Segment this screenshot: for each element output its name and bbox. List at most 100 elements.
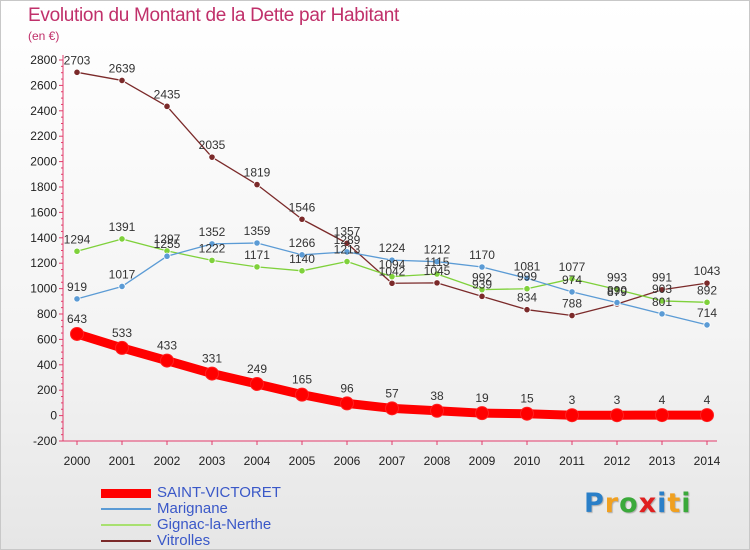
data-point xyxy=(703,298,711,306)
data-label: 834 xyxy=(517,291,537,305)
data-point xyxy=(520,406,534,421)
data-point xyxy=(658,310,666,318)
chart-title: Evolution du Montant de la Dette par Hab… xyxy=(28,5,399,26)
data-label: 1297 xyxy=(154,232,181,246)
legend-swatch xyxy=(101,488,151,498)
data-label: 1081 xyxy=(514,259,541,273)
data-label: 1171 xyxy=(244,248,270,262)
data-point xyxy=(160,353,174,368)
data-label: 533 xyxy=(112,326,132,340)
data-point xyxy=(433,258,441,266)
y-tick-label: 1400 xyxy=(30,231,57,245)
data-point xyxy=(70,326,84,341)
y-unit-label: (en €) xyxy=(28,29,60,43)
legend: SAINT-VICTORET Marignane Gignac-la-Nerth… xyxy=(101,485,361,549)
data-point xyxy=(208,240,216,248)
data-label: 1140 xyxy=(289,252,315,266)
data-label: 993 xyxy=(607,270,627,284)
data-label: 249 xyxy=(247,362,267,376)
data-label: 643 xyxy=(67,312,87,326)
data-label: 15 xyxy=(520,392,534,406)
data-point xyxy=(703,321,711,329)
data-label: 1266 xyxy=(289,236,316,250)
x-tick-label: 2004 xyxy=(244,454,271,468)
data-label: 1042 xyxy=(379,264,406,278)
y-tick-label: 1200 xyxy=(30,256,57,270)
x-tick-label: 2009 xyxy=(469,454,496,468)
x-tick-label: 2008 xyxy=(424,454,451,468)
legend-label: SAINT-VICTORET xyxy=(157,484,281,501)
y-tick-label: 800 xyxy=(37,307,57,321)
x-tick-label: 2012 xyxy=(604,454,631,468)
data-point xyxy=(523,285,531,293)
data-label: 2435 xyxy=(154,87,181,101)
y-tick-label: 400 xyxy=(37,358,57,372)
data-point xyxy=(568,311,576,320)
data-label: 939 xyxy=(472,277,492,291)
y-tick-label: 2800 xyxy=(30,53,57,67)
data-label: 2639 xyxy=(109,61,136,75)
data-point xyxy=(340,396,354,411)
data-point xyxy=(163,252,171,260)
data-label: 1170 xyxy=(469,248,495,262)
data-label: 1115 xyxy=(425,255,450,269)
data-point xyxy=(388,279,396,287)
data-point xyxy=(523,306,531,314)
data-point xyxy=(73,247,81,255)
data-point xyxy=(475,406,489,421)
y-tick-label: 2200 xyxy=(30,129,57,143)
data-label: 1043 xyxy=(694,264,721,278)
legend-swatch xyxy=(101,540,151,542)
data-point xyxy=(205,366,219,381)
data-point xyxy=(73,295,81,303)
data-point xyxy=(430,403,444,418)
data-point xyxy=(118,235,126,243)
data-point xyxy=(253,180,261,189)
data-label: 1289 xyxy=(334,233,361,247)
logo-letter: x xyxy=(638,488,658,519)
data-point xyxy=(703,279,711,287)
logo-letter: i xyxy=(657,488,668,519)
y-tick-label: 200 xyxy=(37,383,57,397)
logo-letter: o xyxy=(619,488,639,519)
legend-item-saint-victoret: SAINT-VICTORET xyxy=(101,485,361,501)
data-point xyxy=(343,257,351,266)
data-label: 1017 xyxy=(109,267,136,281)
data-label: 4 xyxy=(659,393,666,407)
data-label: 1077 xyxy=(559,260,586,274)
data-label: 1359 xyxy=(244,224,271,238)
data-label: 1255 xyxy=(154,237,181,251)
series-layer xyxy=(70,68,714,423)
x-tick-label: 2007 xyxy=(379,454,406,468)
data-point xyxy=(610,408,624,423)
proxiti-logo: Proxiti xyxy=(584,488,692,519)
data-point xyxy=(208,256,216,265)
x-tick-label: 2014 xyxy=(694,454,721,468)
data-label: 1819 xyxy=(244,166,271,180)
x-tick-label: 2001 xyxy=(109,454,136,468)
data-point xyxy=(73,68,81,76)
logo-letter: r xyxy=(604,488,620,519)
data-point xyxy=(478,286,486,294)
y-tick-label: 0 xyxy=(50,409,57,423)
data-point xyxy=(568,275,576,283)
data-label: 1357 xyxy=(334,224,361,238)
data-label: 2703 xyxy=(64,53,91,67)
x-tick-label: 2005 xyxy=(289,454,316,468)
data-point xyxy=(388,256,396,264)
data-point xyxy=(568,288,576,296)
data-label: 96 xyxy=(340,381,354,395)
data-point xyxy=(253,239,261,247)
data-label: 903 xyxy=(652,282,672,296)
x-tick-label: 2010 xyxy=(514,454,541,468)
data-point xyxy=(613,285,621,294)
data-labels: 2703 2639 2435 2035 1819 1546 1357 1042 1045 939 8… xyxy=(64,53,721,407)
data-point xyxy=(343,239,351,247)
data-label: 788 xyxy=(562,297,582,311)
data-point xyxy=(298,267,306,275)
data-label: 1212 xyxy=(424,243,451,257)
data-point xyxy=(208,153,216,161)
x-tick-label: 2011 xyxy=(559,454,585,468)
legend-swatch xyxy=(101,524,151,526)
y-tick-label: 2400 xyxy=(30,104,57,118)
